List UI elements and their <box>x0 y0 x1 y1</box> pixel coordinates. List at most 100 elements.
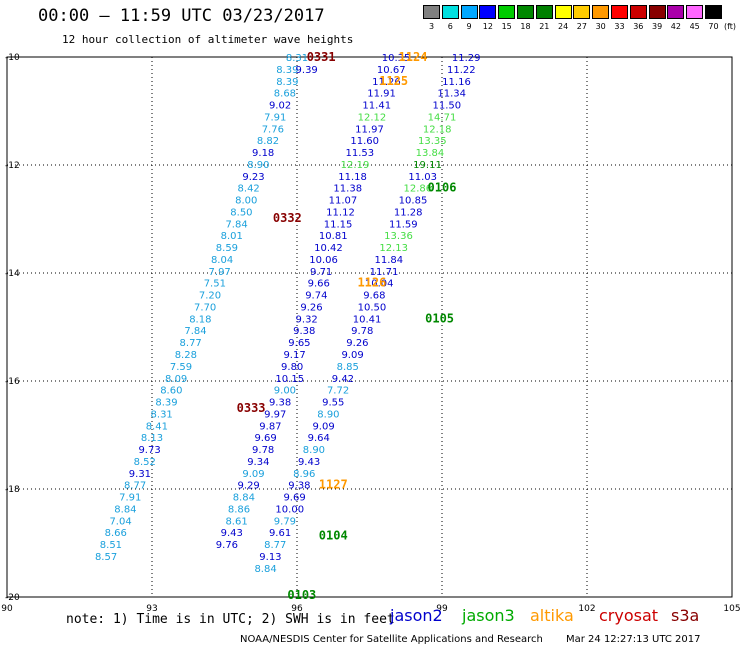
wave-height-value: 9.71 <box>310 267 332 278</box>
color-scale-label: 21 <box>539 22 550 31</box>
wave-height-value: 9.09 <box>341 350 363 361</box>
wave-height-value: 8.86 <box>228 504 250 515</box>
color-scale-label: 24 <box>558 22 569 31</box>
color-scale-label: 3 <box>428 22 435 31</box>
wave-height-value: 9.78 <box>252 445 274 456</box>
wave-height-value: 12.18 <box>423 124 452 135</box>
wave-height-value: 9.78 <box>351 326 373 337</box>
plot-border <box>6 56 733 598</box>
pass-time-labels: 0331 1124 1125 0332 0106 1126 0105 0333 1127 0104… <box>237 50 457 602</box>
chart-subtitle: 12 hour collection of altimeter wave hei… <box>62 33 354 46</box>
wave-height-value: 8.90 <box>247 160 269 171</box>
wave-height-value: 9.38 <box>288 481 310 492</box>
wave-height-value: 9.65 <box>288 338 310 349</box>
wave-height-value: 8.90 <box>303 445 325 456</box>
wave-height-value: 9.64 <box>308 433 330 444</box>
color-scale-label: 39 <box>652 22 663 31</box>
wave-height-value: 8.42 <box>238 184 260 195</box>
pass-time-label: 0331 <box>307 50 336 64</box>
x-tick-label: 99 <box>436 604 448 614</box>
x-tick-label: 96 <box>291 604 303 614</box>
wave-height-value: 8.39 <box>276 65 298 76</box>
generated-timestamp: Mar 24 12:27:13 UTC 2017 <box>566 634 701 645</box>
color-swatch <box>573 5 591 19</box>
color-scale-label: 36 <box>633 22 644 31</box>
wave-height-value: 8.09 <box>165 374 187 385</box>
wave-height-value: 12.12 <box>358 112 387 123</box>
y-tick-label: -18 <box>5 485 20 495</box>
wave-height-value: 10.67 <box>377 65 406 76</box>
wave-height-value: 7.51 <box>204 279 226 290</box>
wave-height-value: 7.04 <box>109 516 131 527</box>
wave-height-value: 10.85 <box>399 196 428 207</box>
color-scale-label: 6 <box>447 22 453 31</box>
wave-height-value: 12.19 <box>341 160 370 171</box>
wave-height-value: 8.66 <box>105 528 127 539</box>
color-scale-label: 42 <box>670 22 681 31</box>
wave-height-value: 9.66 <box>308 279 330 290</box>
color-scale-label: 45 <box>689 22 700 31</box>
wave-height-value: 8.00 <box>235 196 257 207</box>
wave-height-value: 9.55 <box>322 398 344 409</box>
wave-height-value: 14.71 <box>428 112 457 123</box>
color-scale-unit: (ft) <box>724 22 737 31</box>
wave-height-value: 9.79 <box>274 516 296 527</box>
wave-height-value: 8.90 <box>317 409 339 420</box>
wave-height-value: 8.18 <box>189 314 211 325</box>
wave-height-value: 8.01 <box>221 231 243 242</box>
wave-height-value: 11.41 <box>362 101 391 112</box>
data-points: 8.318.398.398.689.027.917.768.829.188.90… <box>95 53 481 575</box>
wave-height-value: 8.85 <box>337 362 359 373</box>
color-scale-label: 30 <box>595 22 606 31</box>
wave-height-value: 11.15 <box>324 219 353 230</box>
wave-height-value: 7.91 <box>264 112 286 123</box>
wave-height-value: 8.13 <box>141 433 163 444</box>
color-swatch <box>554 5 572 19</box>
color-swatch <box>705 5 722 19</box>
wave-height-value: 10.00 <box>275 504 304 515</box>
wave-height-value: 9.13 <box>259 552 281 563</box>
pass-time-label: 1127 <box>319 478 348 492</box>
x-tick-label: 90 <box>1 604 13 614</box>
wave-height-value: 8.31 <box>151 409 173 420</box>
wave-height-value: 11.60 <box>350 136 379 147</box>
wave-height-value: 11.22 <box>447 65 476 76</box>
pass-time-label: 1125 <box>379 74 408 88</box>
wave-height-value: 11.12 <box>326 207 355 218</box>
color-swatch <box>686 5 704 19</box>
color-swatch <box>460 5 478 19</box>
wave-height-value: 9.76 <box>216 540 238 551</box>
wave-height-value: 9.38 <box>293 326 315 337</box>
y-tick-label: -10 <box>5 53 20 63</box>
wave-height-value: 7.76 <box>262 124 284 135</box>
wave-height-value: 8.28 <box>175 350 197 361</box>
wave-height-value: 8.04 <box>211 255 233 266</box>
wave-height-value: 8.60 <box>160 386 182 397</box>
color-swatch <box>498 5 516 19</box>
color-swatch <box>423 5 440 19</box>
wave-height-value: 11.91 <box>367 89 396 100</box>
y-tick-label: -12 <box>5 161 20 171</box>
wave-height-value: 9.09 <box>242 469 264 480</box>
wave-height-value: 8.84 <box>254 564 276 575</box>
wave-height-value: 8.57 <box>95 552 117 563</box>
legend-altika: altika <box>530 606 574 625</box>
pass-time-label: 0105 <box>425 311 454 325</box>
wave-height-value: 8.39 <box>276 77 298 88</box>
pass-time-label: 0332 <box>273 211 302 225</box>
wave-height-value: 11.28 <box>394 207 423 218</box>
wave-height-value: 8.59 <box>216 243 238 254</box>
color-swatch <box>441 5 459 19</box>
wave-height-value: 11.71 <box>370 267 399 278</box>
color-swatch <box>535 5 553 19</box>
color-scale-label: 12 <box>482 22 493 31</box>
wave-height-value: 11.84 <box>375 255 404 266</box>
wave-height-value: 7.97 <box>209 267 231 278</box>
wave-height-value: 8.52 <box>134 457 156 468</box>
color-swatch <box>629 5 647 19</box>
wave-height-value: 9.61 <box>269 528 291 539</box>
color-swatch <box>611 5 628 19</box>
color-swatch <box>667 5 685 19</box>
wave-height-value: 10.06 <box>309 255 338 266</box>
